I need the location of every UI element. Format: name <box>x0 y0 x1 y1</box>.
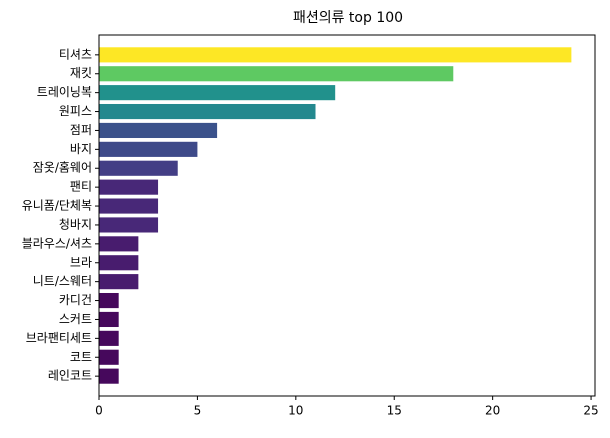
bar <box>99 198 159 214</box>
bar <box>99 292 119 309</box>
x-tick-label: 20 <box>485 404 500 418</box>
y-tick-label: 청바지 <box>59 217 92 231</box>
chart-title: 패션의류 top 100 <box>293 10 403 26</box>
x-tick-label: 0 <box>95 404 103 418</box>
bar <box>99 349 119 365</box>
bar <box>99 255 139 271</box>
x-tick-label: 10 <box>288 404 303 418</box>
bar <box>99 368 119 384</box>
bar <box>99 330 119 346</box>
y-tick-label: 스커트 <box>59 312 92 326</box>
bar <box>99 179 159 195</box>
bar <box>99 66 454 82</box>
bar <box>99 236 139 252</box>
y-tick-label: 잠옷/홈웨어 <box>33 161 92 175</box>
y-tick-label: 원피스 <box>59 104 92 118</box>
y-tick-label: 점퍼 <box>70 123 92 137</box>
bar <box>99 274 139 290</box>
bar <box>99 160 178 176</box>
y-tick-label: 카디건 <box>59 293 92 307</box>
y-tick-label: 바지 <box>70 142 92 156</box>
x-tick-label: 5 <box>194 404 202 418</box>
y-tick-label: 니트/스웨터 <box>33 274 92 288</box>
y-tick-label: 티셔츠 <box>59 47 92 61</box>
y-tick-label: 코트 <box>70 350 92 364</box>
x-tick-label: 25 <box>583 404 598 418</box>
bar <box>99 85 336 101</box>
y-tick-label: 유니폼/단체복 <box>22 199 92 213</box>
y-tick-label: 팬티 <box>70 180 92 194</box>
y-tick-label: 브라 <box>70 255 92 269</box>
bar <box>99 103 316 120</box>
bar <box>99 47 572 63</box>
bar <box>99 217 159 233</box>
y-tick-label: 블라우스/셔츠 <box>22 236 92 250</box>
x-tick-label: 15 <box>387 404 402 418</box>
y-tick-label: 재킷 <box>70 66 92 80</box>
y-tick-label: 트레이닝복 <box>37 85 92 99</box>
y-tick-label: 레인코트 <box>48 369 92 383</box>
y-tick-label: 브라팬티세트 <box>26 331 92 345</box>
plot-frame <box>98 34 596 397</box>
bar <box>99 122 218 139</box>
bar <box>99 141 198 157</box>
bar <box>99 311 119 328</box>
